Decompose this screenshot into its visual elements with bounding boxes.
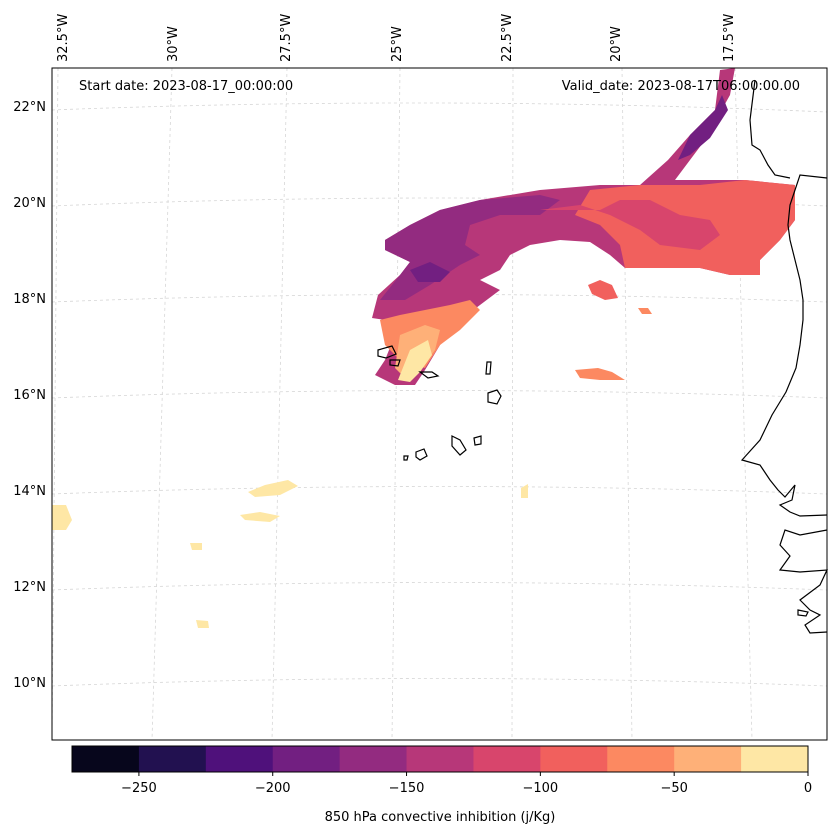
lon-label: 25°W <box>390 26 405 62</box>
colorbar-ticks: −250 −200 −150 −100 −50 0 <box>121 772 812 796</box>
cin-region-west-e <box>196 620 209 628</box>
colorbar-segment <box>138 746 207 772</box>
lon-label: 30°W <box>166 26 181 62</box>
lat-label: 22°N <box>13 100 46 115</box>
cin-region-mid-f <box>521 484 528 498</box>
lon-label: 27.5°W <box>279 14 294 62</box>
cape-verde-island-1 <box>377 345 397 359</box>
colorbar-segment <box>607 746 675 772</box>
lat-label: 12°N <box>13 580 46 595</box>
lon-label: 17.5°W <box>722 14 737 62</box>
cape-verde-island-9 <box>403 455 409 461</box>
cin-region-west-d <box>190 543 202 550</box>
colorbar-tick-label: −150 <box>389 781 425 796</box>
colorbar-segment <box>205 746 274 772</box>
cin-field <box>52 68 795 628</box>
lat-label: 14°N <box>13 484 46 499</box>
colorbar-label: 850 hPa convective inhibition (j/Kg) <box>325 810 556 825</box>
cape-verde-island-3 <box>418 371 440 379</box>
cape-verde-island-6 <box>451 435 467 456</box>
coastlines <box>377 79 828 634</box>
cin-region-darkest <box>410 262 450 282</box>
cin-region-small-east <box>588 280 618 300</box>
cape-verde-island-7 <box>473 435 482 446</box>
colorbar-segment <box>406 746 474 772</box>
lat-label: 20°N <box>13 196 46 211</box>
cin-region-tiny-a <box>638 308 652 314</box>
latitude-labels: 22°N 20°N 18°N 16°N 14°N 12°N 10°N <box>13 100 46 691</box>
colorbar <box>72 746 809 772</box>
cape-verde-island-5 <box>487 389 502 405</box>
valid-date-label: Valid_date: 2023-08-17T06:00:00.00 <box>562 79 800 94</box>
colorbar-tick-label: −50 <box>660 781 687 796</box>
cin-region-pale <box>398 340 432 382</box>
cin-region-northeast-strip <box>678 95 728 160</box>
colorbar-segment <box>339 746 408 772</box>
cin-region-center <box>540 200 720 250</box>
colorbar-segment <box>272 746 341 772</box>
lon-label: 22.5°W <box>500 14 515 62</box>
start-date-label: Start date: 2023-08-17_00:00:00 <box>79 79 293 94</box>
colorbar-frame <box>71 745 809 773</box>
lat-label: 18°N <box>13 292 46 307</box>
cin-region-west-b <box>240 512 280 522</box>
lat-label: 16°N <box>13 388 46 403</box>
cin-region-west-c <box>52 505 72 530</box>
lon-label: 20°W <box>609 26 624 62</box>
lat-label: 10°N <box>13 676 46 691</box>
colorbar-tick-label: 0 <box>804 781 812 796</box>
guinea-coast <box>778 529 828 634</box>
bissagos-islands <box>797 609 809 617</box>
graticule <box>51 67 828 741</box>
longitude-labels: 32.5°W 30°W 27.5°W 25°W 22.5°W 20°W 17.5… <box>56 14 737 62</box>
cin-region-west-a <box>248 480 298 497</box>
colorbar-tick-label: −200 <box>255 781 291 796</box>
colorbar-segment <box>674 746 742 772</box>
colorbar-segment <box>741 746 809 772</box>
colorbar-tick-label: −100 <box>523 781 559 796</box>
cape-verde-island-8 <box>415 448 428 461</box>
colorbar-segment <box>72 746 140 772</box>
cin-region-south-strip <box>575 368 625 380</box>
northwest-coast-fragment <box>749 79 791 179</box>
map-frame <box>51 67 828 741</box>
cape-verde-island-2 <box>389 359 401 367</box>
cape-verde-island-4 <box>485 361 492 375</box>
colorbar-segment <box>540 746 608 772</box>
colorbar-segment <box>473 746 541 772</box>
africa-coastline <box>740 174 828 517</box>
lon-label: 32.5°W <box>56 14 71 62</box>
colorbar-tick-label: −250 <box>121 781 157 796</box>
